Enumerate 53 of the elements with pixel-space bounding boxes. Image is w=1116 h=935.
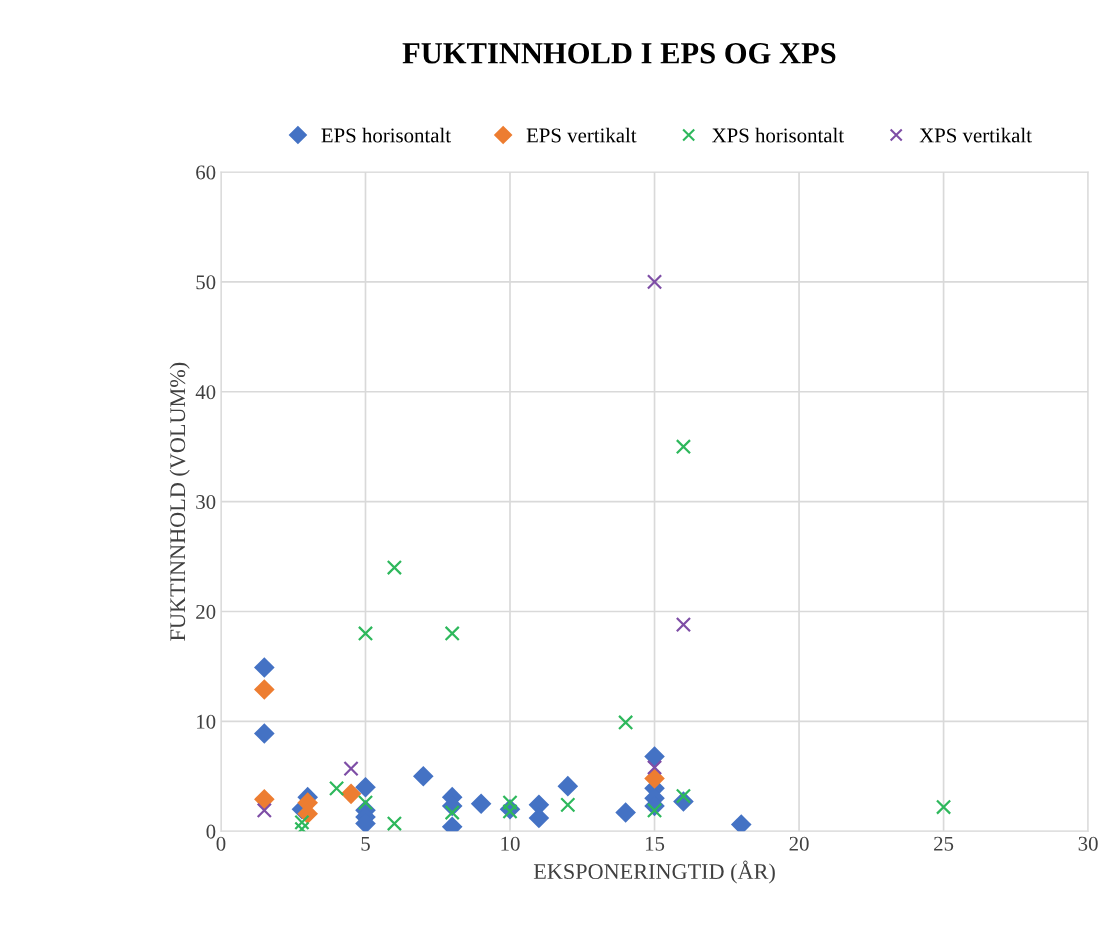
- x-tick-label: 15: [645, 836, 665, 851]
- x-tick-label: 25: [934, 836, 954, 851]
- y-tick-label: 60: [196, 165, 216, 180]
- point: [646, 274, 663, 290]
- point: [644, 768, 665, 789]
- x-tick-label: 30: [1078, 836, 1098, 851]
- y-tick-label: 30: [196, 495, 216, 510]
- legend-label: XPS horisontalt: [712, 127, 844, 143]
- point: [328, 780, 345, 797]
- x-axis-title: EKSPONERINGTID (ÅR): [533, 860, 775, 884]
- point: [617, 714, 634, 731]
- point: [357, 794, 374, 811]
- point: [294, 814, 310, 831]
- point: [470, 793, 492, 815]
- x-tick-label: 10: [501, 836, 520, 851]
- point: [644, 746, 665, 767]
- point: [675, 439, 692, 455]
- legend-label: EPS horisontalt: [321, 127, 451, 143]
- point: [357, 625, 374, 642]
- legend-label: XPS vertikalt: [919, 127, 1032, 143]
- y-tick-label: 20: [196, 604, 216, 619]
- point: [730, 814, 752, 832]
- x-tick-label: 20: [789, 836, 809, 851]
- point: [254, 789, 275, 810]
- point: [413, 765, 434, 787]
- point: [343, 760, 359, 777]
- y-tick-label: 50: [196, 275, 216, 290]
- point: [254, 679, 275, 700]
- point: [557, 775, 579, 797]
- point: [355, 776, 376, 798]
- point: [675, 616, 692, 633]
- point: [444, 625, 460, 642]
- point: [646, 759, 663, 776]
- point: [615, 802, 636, 823]
- y-tick-label: 0: [206, 824, 216, 839]
- point: [256, 802, 273, 819]
- y-axis-title: FUKTINNHOLD (VOLUM%): [169, 362, 190, 641]
- y-tick-label: 40: [195, 385, 216, 400]
- x-tick-label: 5: [361, 836, 370, 851]
- point: [254, 723, 275, 744]
- point: [646, 802, 663, 819]
- point: [340, 783, 362, 805]
- point: [254, 657, 275, 678]
- chart-title: FUKTINNHOLD I EPS OG XPS: [402, 43, 836, 64]
- legend-label: EPS vertikalt: [526, 127, 637, 143]
- point: [935, 799, 952, 815]
- point: [675, 788, 692, 804]
- point: [444, 804, 460, 821]
- x-tick-label: 0: [216, 836, 226, 851]
- point: [386, 815, 403, 832]
- point: [386, 559, 403, 576]
- y-tick-label: 10: [197, 714, 216, 729]
- point: [560, 797, 576, 813]
